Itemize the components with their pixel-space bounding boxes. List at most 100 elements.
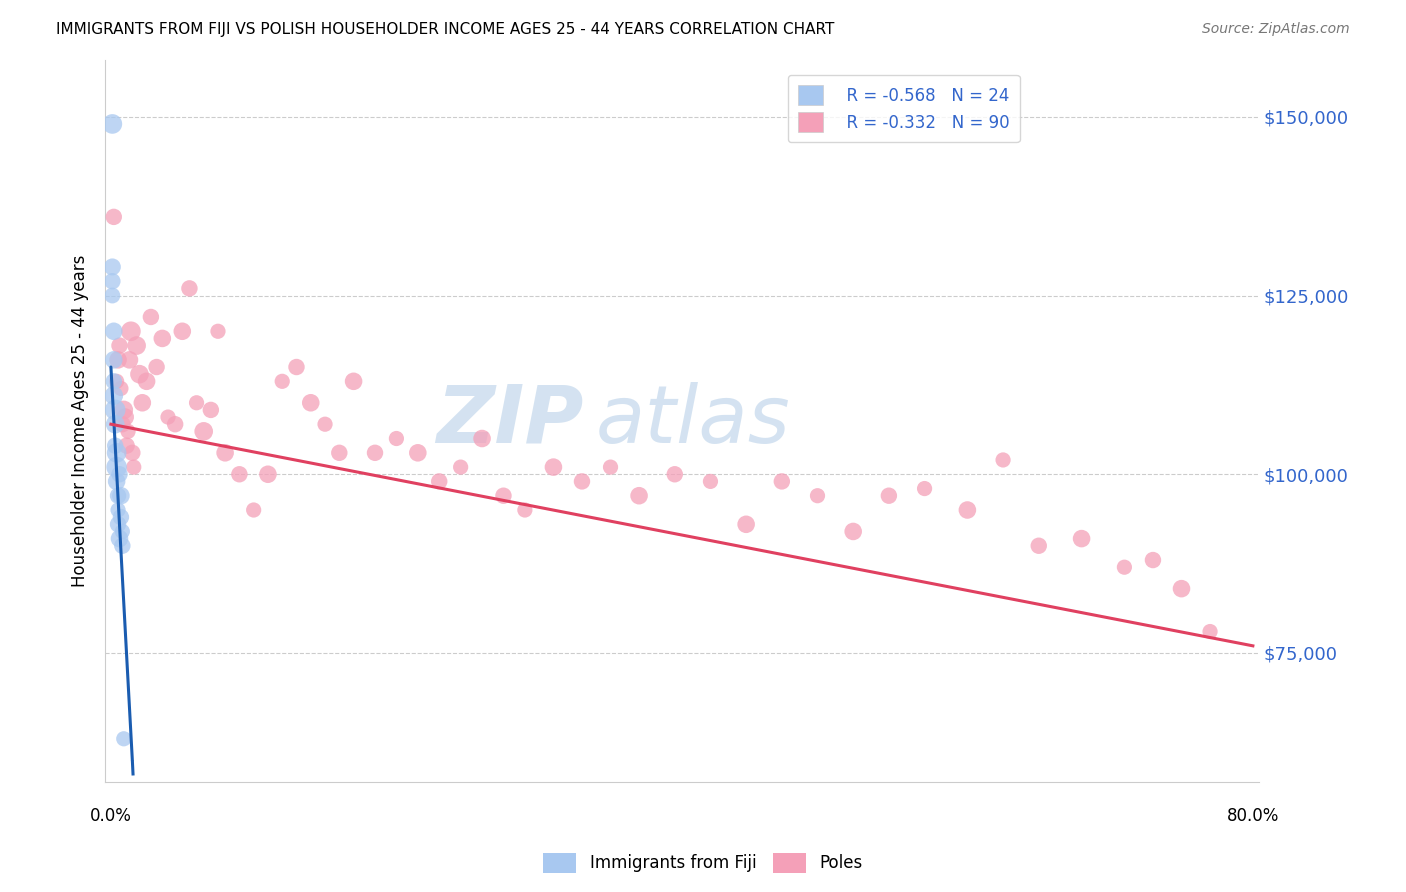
Text: atlas: atlas xyxy=(595,382,790,459)
Point xyxy=(599,460,621,475)
Point xyxy=(120,324,142,338)
Point xyxy=(956,503,979,517)
Point xyxy=(103,374,125,388)
Point xyxy=(117,425,139,439)
Point xyxy=(112,403,135,417)
Point xyxy=(492,489,515,503)
Point xyxy=(664,467,686,482)
Point xyxy=(111,417,134,432)
Point xyxy=(157,410,180,425)
Point xyxy=(735,517,758,532)
Point xyxy=(991,453,1014,467)
Point xyxy=(450,460,472,475)
Point xyxy=(186,396,208,410)
Point xyxy=(1142,553,1164,567)
Point xyxy=(107,489,129,503)
Point xyxy=(207,324,229,338)
Point xyxy=(242,503,264,517)
Point xyxy=(1170,582,1192,596)
Point xyxy=(543,460,565,475)
Point xyxy=(103,389,125,403)
Point xyxy=(150,331,173,345)
Point xyxy=(135,374,157,388)
Point xyxy=(103,324,125,338)
Point xyxy=(105,475,128,489)
Point xyxy=(128,367,150,381)
Point xyxy=(110,382,132,396)
Legend: Immigrants from Fiji, Poles: Immigrants from Fiji, Poles xyxy=(537,847,869,880)
Point xyxy=(364,446,387,460)
Point xyxy=(111,524,134,539)
Point xyxy=(107,352,129,367)
Point xyxy=(628,489,651,503)
Point xyxy=(101,274,124,288)
Point xyxy=(342,374,364,388)
Point xyxy=(105,374,128,388)
Point xyxy=(114,410,136,425)
Point xyxy=(299,396,322,410)
Point xyxy=(104,439,127,453)
Point xyxy=(107,517,129,532)
Text: 80.0%: 80.0% xyxy=(1226,806,1279,825)
Point xyxy=(107,503,129,517)
Point xyxy=(118,352,141,367)
Point xyxy=(257,467,280,482)
Point xyxy=(121,446,143,460)
Point xyxy=(110,510,132,524)
Point xyxy=(877,489,900,503)
Point xyxy=(571,475,593,489)
Point xyxy=(108,532,131,546)
Point xyxy=(193,425,215,439)
Text: IMMIGRANTS FROM FIJI VS POLISH HOUSEHOLDER INCOME AGES 25 - 44 YEARS CORRELATION: IMMIGRANTS FROM FIJI VS POLISH HOUSEHOLD… xyxy=(56,22,835,37)
Text: 0.0%: 0.0% xyxy=(90,806,132,825)
Point xyxy=(179,281,201,295)
Point xyxy=(914,482,936,496)
Point xyxy=(770,475,793,489)
Point xyxy=(427,475,450,489)
Point xyxy=(1199,624,1222,639)
Point xyxy=(103,210,125,224)
Point xyxy=(271,374,294,388)
Point xyxy=(513,503,536,517)
Text: ZIP: ZIP xyxy=(436,382,583,459)
Point xyxy=(101,117,124,131)
Point xyxy=(110,489,132,503)
Point xyxy=(139,310,162,324)
Point xyxy=(105,446,128,460)
Point xyxy=(328,446,350,460)
Point xyxy=(699,475,721,489)
Point xyxy=(385,432,408,446)
Point xyxy=(101,260,124,274)
Point xyxy=(172,324,194,338)
Point xyxy=(145,359,167,374)
Point xyxy=(806,489,828,503)
Point xyxy=(108,467,131,482)
Point xyxy=(285,359,308,374)
Point xyxy=(406,446,429,460)
Point xyxy=(1070,532,1092,546)
Point xyxy=(471,432,494,446)
Point xyxy=(165,417,187,432)
Point xyxy=(105,460,128,475)
Point xyxy=(1028,539,1050,553)
Point xyxy=(228,467,250,482)
Point xyxy=(104,417,127,432)
Point xyxy=(122,460,145,475)
Point xyxy=(214,446,236,460)
Point xyxy=(1114,560,1136,574)
Y-axis label: Householder Income Ages 25 - 44 years: Householder Income Ages 25 - 44 years xyxy=(72,254,89,587)
Point xyxy=(131,396,153,410)
Text: Source: ZipAtlas.com: Source: ZipAtlas.com xyxy=(1202,22,1350,37)
Legend:   R = -0.568   N = 24,   R = -0.332   N = 90: R = -0.568 N = 24, R = -0.332 N = 90 xyxy=(787,75,1019,143)
Point xyxy=(101,288,124,302)
Point xyxy=(104,403,127,417)
Point xyxy=(200,403,222,417)
Point xyxy=(125,338,148,352)
Point xyxy=(108,338,131,352)
Point xyxy=(842,524,865,539)
Point xyxy=(111,539,134,553)
Point xyxy=(314,417,336,432)
Point xyxy=(115,439,138,453)
Point xyxy=(103,352,125,367)
Point xyxy=(112,731,135,746)
